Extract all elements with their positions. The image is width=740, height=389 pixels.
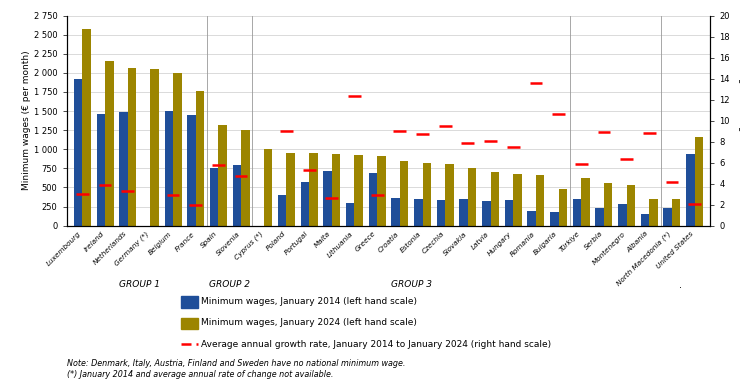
Bar <box>482 201 491 226</box>
Bar <box>278 195 286 226</box>
Text: GROUP 3: GROUP 3 <box>391 280 431 289</box>
Bar <box>527 211 536 226</box>
Bar <box>105 61 114 226</box>
Bar <box>369 173 377 226</box>
Bar <box>672 199 681 226</box>
Bar <box>573 199 581 226</box>
Text: GROUP 1: GROUP 1 <box>118 280 160 289</box>
Bar <box>595 208 604 226</box>
Bar <box>377 156 386 226</box>
Bar <box>460 199 468 226</box>
Text: Average annual growth rate, January 2014 to January 2024 (right hand scale): Average annual growth rate, January 2014… <box>201 340 551 349</box>
Bar <box>663 208 672 226</box>
Bar <box>649 199 658 226</box>
Text: .: . <box>679 280 682 290</box>
Bar <box>119 112 128 226</box>
Bar <box>164 111 173 226</box>
Text: (*) January 2014 and average annual rate of change not available.: (*) January 2014 and average annual rate… <box>67 370 333 379</box>
Bar <box>550 212 559 226</box>
Bar <box>513 173 522 226</box>
Bar <box>604 183 613 226</box>
Bar <box>96 114 105 226</box>
Bar <box>423 163 431 226</box>
Bar <box>468 168 477 226</box>
Bar <box>559 189 567 226</box>
Bar <box>437 200 445 226</box>
Bar <box>300 182 309 226</box>
Bar <box>618 203 627 226</box>
Bar <box>74 79 82 226</box>
Bar <box>187 115 196 226</box>
Y-axis label: Average annual groth rate (%): Average annual groth rate (%) <box>738 52 740 189</box>
Bar <box>445 164 454 226</box>
Bar <box>695 137 703 226</box>
Bar <box>414 198 423 226</box>
Bar <box>346 203 354 226</box>
Bar <box>536 175 545 226</box>
Bar <box>264 149 272 226</box>
Bar <box>128 68 136 226</box>
Bar <box>627 185 635 226</box>
Bar <box>641 214 649 226</box>
Bar <box>391 198 400 226</box>
Bar <box>400 161 408 226</box>
Bar <box>150 69 159 226</box>
Bar <box>218 124 227 226</box>
Bar <box>232 165 241 226</box>
Text: GROUP 2: GROUP 2 <box>209 280 250 289</box>
Bar <box>323 171 332 226</box>
Bar <box>309 153 317 226</box>
Bar <box>241 130 250 226</box>
Text: Minimum wages, January 2014 (left hand scale): Minimum wages, January 2014 (left hand s… <box>201 297 417 306</box>
Bar <box>210 168 218 226</box>
Bar <box>286 152 295 226</box>
Bar <box>505 200 513 226</box>
Bar <box>491 172 499 226</box>
Bar <box>196 91 204 226</box>
Text: Minimum wages, January 2024 (left hand scale): Minimum wages, January 2024 (left hand s… <box>201 318 417 328</box>
Bar <box>581 179 590 226</box>
Text: Note: Denmark, Italy, Austria, Finland and Sweden have no national minimum wage.: Note: Denmark, Italy, Austria, Finland a… <box>67 359 405 368</box>
Bar <box>354 155 363 226</box>
Y-axis label: Minimum wages (€ per month): Minimum wages (€ per month) <box>22 51 31 190</box>
Bar <box>82 29 91 226</box>
Bar <box>332 154 340 226</box>
Bar <box>686 154 695 226</box>
Bar <box>173 73 182 226</box>
